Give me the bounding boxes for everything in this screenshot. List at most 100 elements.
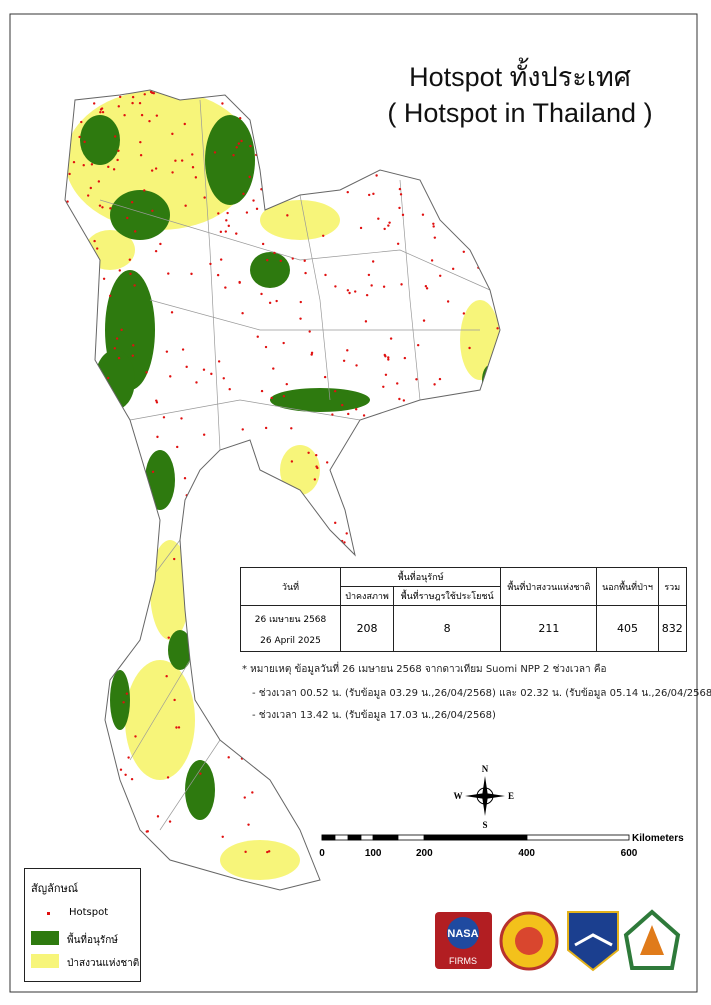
hotspot <box>115 337 119 340</box>
province-lines <box>99 99 491 831</box>
hotspot <box>398 187 402 191</box>
legend: สัญลักษณ์ Hotspot พื้นที่อนุรักษ์ ป่าสงว… <box>24 868 141 982</box>
compass-e: E <box>508 791 514 801</box>
hotspot <box>468 346 471 350</box>
hotspot <box>101 110 105 114</box>
date-en: 26 April 2025 <box>260 635 321 646</box>
hotspot <box>346 349 349 352</box>
hotspot <box>303 259 306 262</box>
hotspot <box>399 193 403 196</box>
hotspot <box>133 284 136 287</box>
compass-w: W <box>454 791 463 801</box>
hotspot <box>155 114 159 117</box>
hotspot <box>343 541 346 544</box>
hotspot <box>279 259 282 263</box>
compass-n: N <box>482 764 489 774</box>
hotspot <box>315 453 318 457</box>
logo-nasa-text: NASA <box>447 928 478 940</box>
logo-nasa-disc <box>447 917 479 949</box>
hotspot <box>334 285 337 288</box>
hotspot <box>82 164 85 167</box>
hotspot <box>154 167 158 170</box>
value-cell: 208 <box>339 605 395 652</box>
hotspot <box>174 159 177 162</box>
hotspot <box>238 281 241 284</box>
hotspot <box>282 394 286 398</box>
hotspot <box>131 95 135 99</box>
note: - ช่วงเวลา 13.42 น. (รับข้อมูล 17.03 น.,… <box>252 710 496 721</box>
hotspot <box>130 777 134 781</box>
hotspot <box>89 186 92 190</box>
hotspot <box>176 445 179 449</box>
scale-bar <box>321 834 630 841</box>
hotspot <box>348 291 351 295</box>
hotspot <box>184 204 187 207</box>
hotspot <box>209 262 212 266</box>
hotspot <box>260 389 264 393</box>
hotspot <box>439 274 442 278</box>
hotspot <box>255 207 259 211</box>
hotspot <box>99 111 102 114</box>
hotspot <box>240 139 243 143</box>
hotspot <box>371 260 375 263</box>
hotspot <box>266 850 269 854</box>
hotspot <box>98 204 102 207</box>
hotspot <box>202 433 206 436</box>
hotspot <box>109 207 112 210</box>
hotspot <box>387 356 390 359</box>
logo-dept-inner <box>515 927 543 955</box>
reserve-forest <box>65 90 500 880</box>
legend-swatch-conservation <box>31 931 59 945</box>
hotspot <box>396 242 400 245</box>
hotspot <box>203 196 206 199</box>
header-cell: วันที่ <box>240 567 341 606</box>
hotspot <box>245 211 249 214</box>
logo-firms-text: FIRMS <box>449 956 477 966</box>
hotspot <box>496 327 499 330</box>
compass: N S E W <box>454 764 515 830</box>
hotspot <box>83 140 86 144</box>
hotspot <box>139 154 143 157</box>
hotspot <box>134 230 137 233</box>
hotspot <box>433 236 437 239</box>
summary-table: วันที่ พื้นที่อนุรักษ์ พื้นที่ป่าสงวนแห่… <box>240 567 688 652</box>
hotspot <box>159 242 162 246</box>
hotspot <box>224 230 228 233</box>
hotspot <box>308 330 311 333</box>
header-cell: พื้นที่อนุรักษ์ <box>339 567 502 587</box>
hotspot <box>66 200 69 203</box>
legend-item: พื้นที่อนุรักษ์ <box>67 935 118 946</box>
hotspot <box>438 377 442 381</box>
hotspot <box>145 830 149 833</box>
value-cell: 211 <box>500 605 598 652</box>
hotspot <box>120 328 123 332</box>
hotspot <box>143 93 146 96</box>
hotspot <box>422 319 426 322</box>
land-cover <box>65 90 500 890</box>
hotspot <box>222 377 225 380</box>
hotspot <box>355 364 358 367</box>
hotspot <box>432 225 435 228</box>
hotspot <box>261 242 265 246</box>
hotspot <box>260 292 263 296</box>
hotspot <box>150 169 154 172</box>
hotspot <box>270 396 273 400</box>
hotspot <box>341 403 344 407</box>
hotspot <box>165 350 169 353</box>
hotspot <box>166 776 170 779</box>
hotspot <box>416 343 420 347</box>
hotspot <box>310 351 314 355</box>
subheader-cell: พื้นที่ราษฎรใช้ประโยชน์ <box>393 586 502 606</box>
hotspot <box>345 532 348 535</box>
hotspot <box>227 224 230 228</box>
hotspot <box>118 269 121 272</box>
hotspot <box>266 258 269 262</box>
hotspot <box>221 102 224 105</box>
hotspot <box>251 791 254 794</box>
hotspot <box>156 815 160 818</box>
value-cell: 8 <box>393 605 502 652</box>
header-cell: พื้นที่ป่าสงวนแห่งชาติ <box>500 567 598 606</box>
hotspot <box>365 293 369 297</box>
hotspot <box>143 189 146 192</box>
